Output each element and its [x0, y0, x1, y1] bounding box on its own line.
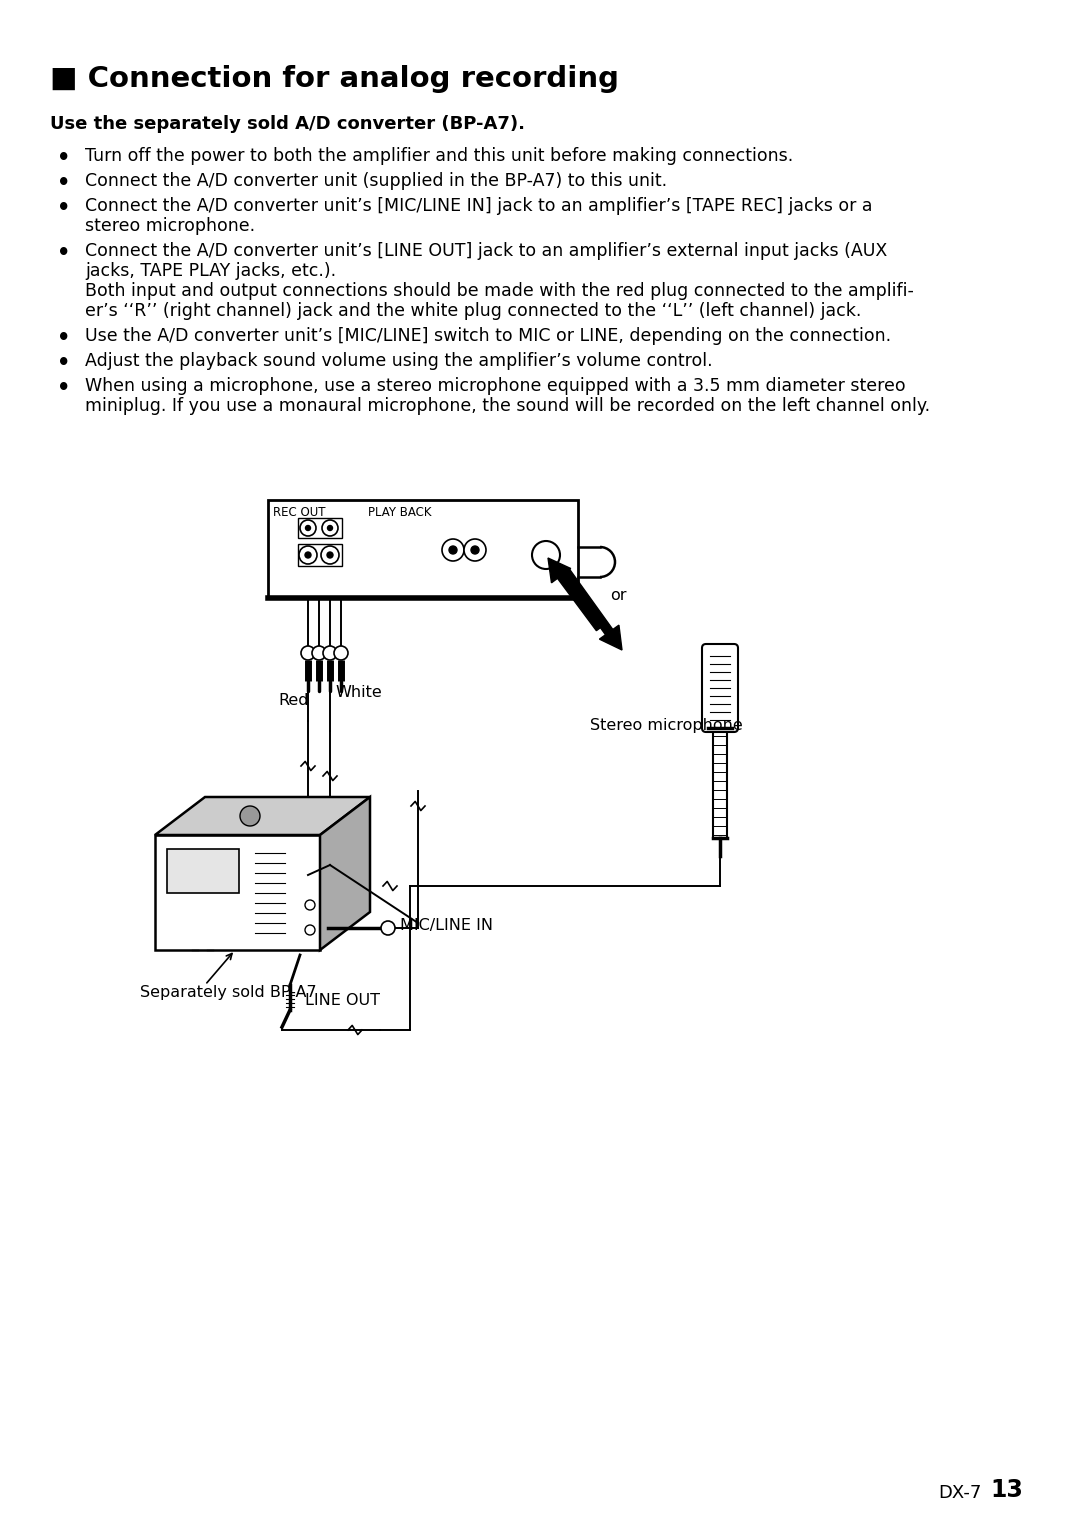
Circle shape — [381, 921, 395, 935]
Circle shape — [327, 525, 333, 530]
Text: Red: Red — [278, 693, 309, 709]
Text: Turn off the power to both the amplifier and this unit before making connections: Turn off the power to both the amplifier… — [85, 147, 793, 165]
Text: ■ Connection for analog recording: ■ Connection for analog recording — [50, 66, 619, 93]
Text: •: • — [57, 328, 70, 348]
Bar — [298, 518, 342, 538]
Polygon shape — [156, 797, 370, 835]
Circle shape — [471, 547, 480, 554]
Text: DX-7: DX-7 — [939, 1484, 982, 1503]
Text: MIC/LINE IN: MIC/LINE IN — [400, 918, 492, 933]
FancyBboxPatch shape — [702, 644, 738, 731]
Circle shape — [306, 525, 311, 530]
Circle shape — [321, 547, 339, 563]
Text: miniplug. If you use a monaural microphone, the sound will be recorded on the le: miniplug. If you use a monaural micropho… — [85, 397, 930, 415]
Text: Stereo microphone: Stereo microphone — [590, 718, 743, 733]
Text: stereo microphone.: stereo microphone. — [85, 217, 255, 235]
Circle shape — [464, 539, 486, 560]
Bar — [167, 849, 239, 893]
Text: White: White — [335, 686, 381, 699]
Text: Separately sold BP-A7: Separately sold BP-A7 — [140, 985, 316, 1000]
Bar — [156, 835, 320, 950]
Polygon shape — [557, 573, 604, 631]
Circle shape — [334, 646, 348, 660]
Circle shape — [305, 899, 315, 910]
Circle shape — [305, 925, 315, 935]
Text: jacks, TAPE PLAY jacks, etc.).: jacks, TAPE PLAY jacks, etc.). — [85, 263, 336, 279]
Text: •: • — [57, 173, 70, 192]
Text: PLAY BACK: PLAY BACK — [368, 505, 432, 519]
Circle shape — [449, 547, 457, 554]
Text: •: • — [57, 353, 70, 373]
Text: •: • — [57, 199, 70, 218]
Polygon shape — [599, 625, 622, 651]
Circle shape — [299, 547, 318, 563]
Text: Adjust the playback sound volume using the amplifier’s volume control.: Adjust the playback sound volume using t… — [85, 353, 713, 370]
Text: 13: 13 — [990, 1478, 1023, 1503]
Circle shape — [442, 539, 464, 560]
Circle shape — [240, 806, 260, 826]
Text: LINE OUT: LINE OUT — [305, 993, 380, 1008]
Text: •: • — [57, 148, 70, 168]
Text: Connect the A/D converter unit (supplied in the BP-A7) to this unit.: Connect the A/D converter unit (supplied… — [85, 173, 667, 189]
Circle shape — [323, 646, 337, 660]
Text: When using a microphone, use a stereo microphone equipped with a 3.5 mm diameter: When using a microphone, use a stereo mi… — [85, 377, 906, 395]
Text: or: or — [610, 588, 626, 603]
Text: Use the A/D converter unit’s [MIC/LINE] switch to MIC or LINE, depending on the : Use the A/D converter unit’s [MIC/LINE] … — [85, 327, 891, 345]
Circle shape — [532, 541, 561, 570]
Circle shape — [305, 551, 311, 557]
Polygon shape — [563, 570, 612, 635]
Circle shape — [322, 521, 338, 536]
Circle shape — [300, 521, 316, 536]
Text: REC OUT: REC OUT — [273, 505, 325, 519]
Text: Connect the A/D converter unit’s [MIC/LINE IN] jack to an amplifier’s [TAPE REC]: Connect the A/D converter unit’s [MIC/LI… — [85, 197, 873, 215]
Text: Connect the A/D converter unit’s [LINE OUT] jack to an amplifier’s external inpu: Connect the A/D converter unit’s [LINE O… — [85, 241, 888, 260]
Polygon shape — [548, 557, 570, 583]
Text: •: • — [57, 243, 70, 263]
Circle shape — [327, 551, 333, 557]
Text: er’s ‘‘R’’ (right channel) jack and the white plug connected to the ‘‘L’’ (left : er’s ‘‘R’’ (right channel) jack and the … — [85, 302, 862, 321]
Text: •: • — [57, 379, 70, 399]
Bar — [298, 544, 342, 567]
Bar — [268, 499, 578, 599]
Polygon shape — [320, 797, 370, 950]
Text: Both input and output connections should be made with the red plug connected to : Both input and output connections should… — [85, 282, 914, 299]
Circle shape — [312, 646, 326, 660]
Text: Use the separately sold A/D converter (BP-A7).: Use the separately sold A/D converter (B… — [50, 115, 525, 133]
Circle shape — [301, 646, 315, 660]
